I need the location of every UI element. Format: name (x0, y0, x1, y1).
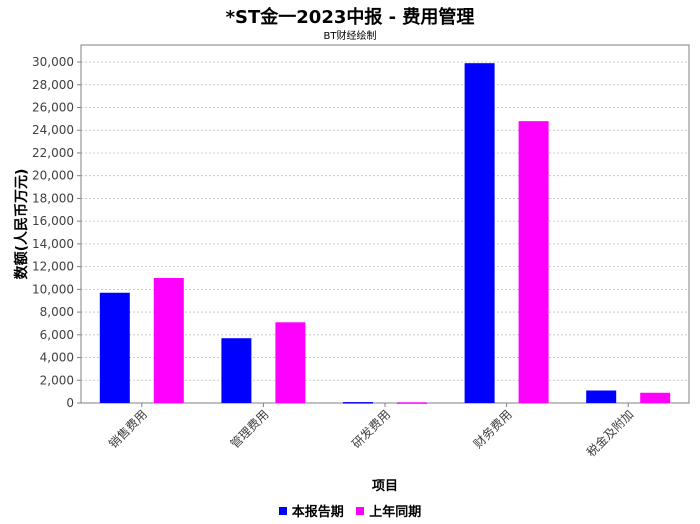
bar-current (586, 390, 617, 403)
y-tick-label: 26,000 (32, 101, 74, 115)
y-tick-label: 24,000 (32, 123, 74, 137)
x-tick-label: 财务费用 (470, 407, 515, 452)
legend-item-current: 本报告期 (278, 501, 344, 520)
chart-subtitle: BT财经绘制 (323, 31, 377, 42)
bar-current (464, 63, 495, 403)
legend-label-previous: 上年同期 (369, 505, 422, 520)
y-tick-label: 6,000 (40, 328, 74, 342)
y-tick-label: 18,000 (32, 191, 74, 205)
bar-current (343, 402, 373, 404)
y-tick-label: 20,000 (32, 169, 74, 183)
bar-previous (275, 322, 306, 403)
y-tick-label: 8,000 (40, 305, 74, 319)
bar-previous (397, 402, 427, 404)
x-tick-label: 研发费用 (349, 407, 394, 452)
y-tick-label: 4,000 (40, 351, 74, 365)
y-tick-label: 0 (66, 396, 74, 410)
y-tick-label: 22,000 (32, 146, 74, 160)
y-axis-title: 数额(人民币万元) (13, 169, 30, 280)
y-tick-label: 14,000 (32, 237, 74, 251)
bar-current (99, 292, 130, 403)
x-axis-title: 项目 (372, 479, 398, 494)
y-tick-label: 10,000 (32, 282, 74, 296)
legend-label-current: 本报告期 (291, 505, 344, 520)
y-tick-label: 2,000 (40, 373, 74, 387)
y-tick-label: 12,000 (32, 260, 74, 274)
legend-swatch-previous (356, 506, 365, 515)
x-tick-label: 销售费用 (105, 407, 150, 452)
y-tick-label: 16,000 (32, 214, 74, 228)
legend-item-previous: 上年同期 (356, 501, 421, 520)
y-tick-label: 30,000 (32, 55, 74, 69)
legend: 本报告期 上年同期 (0, 501, 700, 520)
x-tick-label: 管理费用 (227, 407, 272, 452)
bar-current (221, 338, 252, 403)
bar-previous (153, 277, 184, 403)
chart-title: *ST金一2023中报 - 费用管理 (225, 7, 475, 28)
bar-previous (518, 121, 549, 404)
y-tick-label: 28,000 (32, 78, 74, 92)
x-tick-label: 税金及附加 (583, 407, 636, 460)
legend-swatch-current (278, 506, 287, 515)
bar-previous (640, 392, 671, 403)
